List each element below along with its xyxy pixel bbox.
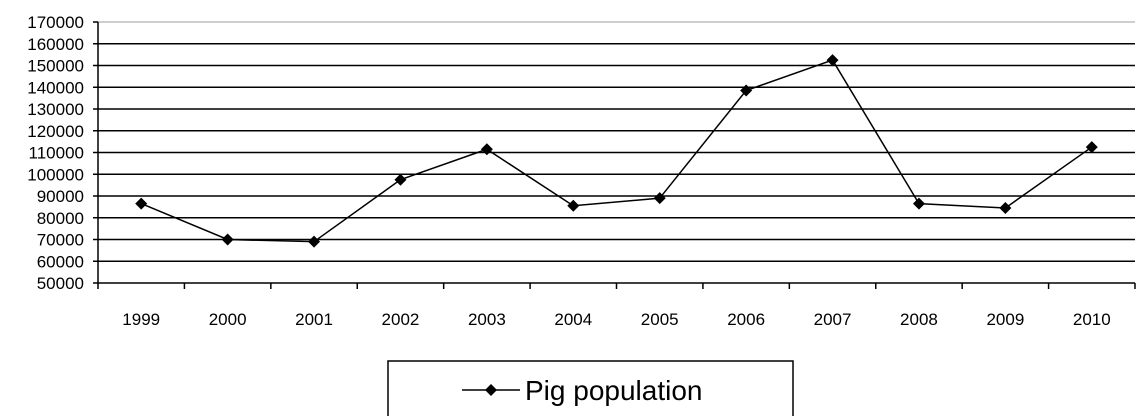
x-tick-label: 2007 [814, 310, 852, 329]
y-tick-label: 170000 [27, 13, 84, 32]
y-tick-label: 120000 [27, 122, 84, 141]
x-tick-label: 2000 [209, 310, 247, 329]
y-tick-label: 90000 [37, 187, 84, 206]
legend-box [387, 360, 794, 416]
y-tick-label: 100000 [27, 165, 84, 184]
y-axis-tick-labels: 170000 160000 150000 140000 130000 120000 1100… [27, 13, 84, 293]
data-point-marker [740, 84, 753, 97]
y-tick-label: 80000 [37, 209, 84, 228]
x-tick-label: 2009 [986, 310, 1024, 329]
data-point-marker [653, 192, 666, 205]
data-point-marker [480, 143, 493, 156]
x-axis-tick-labels: 1999 2000 2001 2002 2003 2004 2005 2006 2007 2008… [122, 310, 1110, 329]
axes [93, 21, 1136, 289]
x-tick-label: 1999 [122, 310, 160, 329]
x-tick-label: 2006 [727, 310, 765, 329]
data-point-marker [394, 173, 407, 186]
gridlines [98, 21, 1135, 262]
x-tick-label: 2008 [900, 310, 938, 329]
series-pig-population [135, 54, 1098, 248]
y-tick-label: 130000 [27, 100, 84, 119]
y-tick-label: 50000 [37, 274, 84, 293]
data-point-marker [826, 54, 839, 67]
x-tick-label: 2005 [641, 310, 679, 329]
data-point-marker [221, 233, 234, 246]
data-point-marker [999, 201, 1012, 214]
series-line [140, 59, 1093, 243]
legend-label: Pig population [525, 375, 702, 406]
y-tick-label: 150000 [27, 57, 84, 76]
legend: Pig population [387, 360, 794, 416]
data-point-marker [912, 197, 925, 210]
x-tick-label: 2001 [295, 310, 333, 329]
data-point-marker [308, 235, 321, 248]
x-tick-label: 2010 [1073, 310, 1111, 329]
data-point-marker [567, 199, 580, 212]
y-tick-label: 60000 [37, 252, 84, 271]
y-tick-label: 110000 [29, 144, 84, 163]
y-tick-label: 160000 [27, 35, 84, 54]
data-point-marker [135, 197, 148, 210]
legend-diamond-marker [485, 384, 497, 396]
y-tick-label: 140000 [27, 78, 84, 97]
y-tick-label: 70000 [37, 231, 84, 250]
x-tick-label: 2002 [382, 310, 420, 329]
x-tick-label: 2003 [468, 310, 506, 329]
x-tick-label: 2004 [554, 310, 592, 329]
data-point-marker [1085, 141, 1098, 154]
